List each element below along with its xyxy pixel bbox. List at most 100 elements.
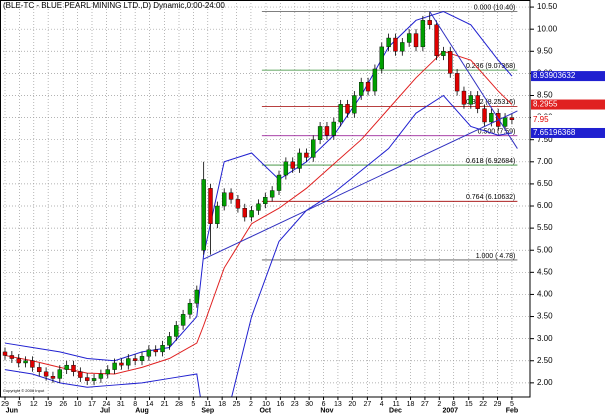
candle-body — [276, 174, 282, 191]
indicator-line — [4, 50, 513, 375]
month-label: Dec — [389, 407, 402, 414]
candle-body — [448, 51, 453, 74]
y-tick-label: 10.50 — [537, 2, 558, 11]
x-tick-label: 10 — [262, 401, 270, 408]
x-tick-label: 8 — [452, 401, 456, 408]
y-tick-label: 4.00 — [537, 290, 553, 299]
candle-body — [482, 108, 487, 123]
candle-body — [331, 121, 337, 136]
x-tick-label: 27 — [363, 401, 371, 408]
candle-body — [345, 104, 350, 114]
y-tick-label: 7.00 — [537, 157, 553, 166]
candle-body — [98, 373, 104, 379]
candle-body — [201, 179, 206, 251]
x-tick-label: 16 — [276, 401, 284, 408]
candle-body — [126, 358, 131, 366]
candle-body — [23, 360, 28, 364]
candle-body — [359, 82, 364, 96]
x-tick-label: 22 — [479, 401, 487, 408]
x-tick-label: 17 — [88, 401, 96, 408]
trend-line — [429, 11, 518, 149]
candle-body — [78, 371, 83, 378]
month-label: Jun — [6, 407, 18, 414]
candle-body — [283, 161, 289, 176]
candle-body — [208, 188, 213, 224]
candle-body — [379, 46, 384, 70]
candle-body — [167, 336, 172, 346]
x-tick-label: 30 — [305, 401, 313, 408]
candle-body — [235, 199, 241, 209]
candle-body — [269, 190, 275, 198]
x-tick-label: 18 — [407, 401, 415, 408]
x-tick-label: 24 — [102, 401, 110, 408]
x-tick-label: 19 — [44, 401, 52, 408]
month-label: Oct — [259, 407, 271, 414]
candle-body — [71, 364, 76, 373]
candle-body — [2, 351, 8, 356]
y-tick-label: 6.50 — [537, 179, 553, 188]
candle-body — [160, 345, 165, 353]
y-tick-label: 6.00 — [537, 201, 553, 210]
fib-label: 0.764 (6.10632) — [466, 194, 515, 201]
x-tick-label: 23 — [291, 401, 299, 408]
month-label: Nov — [320, 407, 333, 414]
candle-body — [372, 68, 378, 92]
candle-body — [249, 210, 254, 218]
candle-body — [454, 73, 460, 92]
x-tick-label: 5 — [17, 401, 21, 408]
last-value-box — [531, 71, 605, 82]
x-tick-label: 31 — [117, 401, 125, 408]
candle-body — [311, 139, 316, 158]
y-tick-label: 10.00 — [537, 24, 558, 33]
candle-body — [263, 196, 268, 205]
candle-body — [290, 161, 295, 169]
candle-body — [317, 126, 323, 140]
candle-body — [338, 104, 343, 123]
x-tick-label: 21 — [161, 401, 169, 408]
candle-body — [400, 42, 405, 52]
candle-body — [139, 356, 145, 361]
candle-body — [222, 192, 227, 207]
fib-label: 0.618 (6.92684) — [466, 158, 515, 165]
candle-body — [57, 369, 63, 379]
fib-label: 0.000 (10.40) — [474, 4, 516, 11]
candle-body — [85, 377, 90, 381]
indicator-line — [4, 94, 512, 397]
candle-body — [9, 355, 15, 359]
last-value-box — [531, 99, 605, 110]
y-tick-label: 7.50 — [537, 135, 553, 144]
y-tick-label: 4.50 — [537, 267, 553, 276]
x-tick-label: 11 — [204, 401, 211, 408]
candle-body — [174, 325, 179, 337]
candle-body — [468, 95, 474, 105]
candle-body — [365, 82, 371, 92]
x-tick-label: 5 — [191, 401, 195, 408]
x-tick-label: 5 — [510, 401, 514, 408]
candle-body — [50, 376, 56, 379]
x-tick-label: 15 — [465, 401, 473, 408]
candle-body — [509, 117, 515, 121]
candle-body — [64, 364, 69, 370]
month-label: Sep — [201, 407, 214, 414]
plot-area: 0.000 (10.40) 0.236 (9.07368) 0.382 (8.253… — [2, 4, 518, 397]
chart-title: (BLE-TC - BLUE PEARL MINING LTD.,D) Dyna… — [3, 1, 225, 10]
candle-body — [105, 369, 110, 375]
y-tick-label: 5.50 — [537, 223, 553, 232]
x-tick-label: 18 — [218, 401, 226, 408]
x-tick-label: 2 — [249, 401, 253, 408]
x-tick-label: 14 — [146, 401, 154, 408]
candle-body — [16, 358, 21, 364]
candle-body — [256, 203, 261, 211]
month-label: Jul — [100, 407, 110, 414]
candle-body — [475, 95, 480, 109]
candle-body — [228, 192, 234, 200]
candle-body — [461, 90, 467, 105]
x-tick-label: 8 — [133, 401, 137, 408]
x-tick-label: 29 — [1, 401, 9, 408]
y-tick-label: 2.50 — [537, 356, 553, 365]
x-tick-label: 10 — [74, 401, 82, 408]
candle-body — [43, 371, 49, 377]
y-tick-label: 3.00 — [537, 334, 553, 343]
candle-body — [91, 378, 97, 381]
